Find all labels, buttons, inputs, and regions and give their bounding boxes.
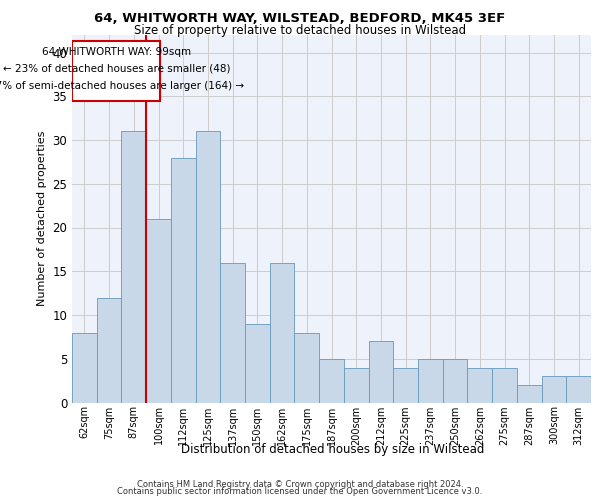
Bar xyxy=(121,132,146,402)
Text: ← 23% of detached houses are smaller (48): ← 23% of detached houses are smaller (48… xyxy=(2,64,230,74)
Text: Distribution of detached houses by size in Wilstead: Distribution of detached houses by size … xyxy=(181,442,485,456)
Bar xyxy=(196,132,220,402)
Bar xyxy=(443,359,467,403)
Bar xyxy=(73,41,160,100)
Bar xyxy=(566,376,591,402)
Y-axis label: Number of detached properties: Number of detached properties xyxy=(37,131,47,306)
Text: Contains public sector information licensed under the Open Government Licence v3: Contains public sector information licen… xyxy=(118,488,482,496)
Bar xyxy=(368,341,393,402)
Bar xyxy=(344,368,368,402)
Bar xyxy=(393,368,418,402)
Bar xyxy=(295,332,319,402)
Text: 64 WHITWORTH WAY: 99sqm: 64 WHITWORTH WAY: 99sqm xyxy=(42,48,191,58)
Bar xyxy=(245,324,270,402)
Bar xyxy=(146,219,171,402)
Bar xyxy=(171,158,196,402)
Bar xyxy=(542,376,566,402)
Bar xyxy=(517,385,542,402)
Bar xyxy=(97,298,121,403)
Bar xyxy=(270,262,295,402)
Text: Contains HM Land Registry data © Crown copyright and database right 2024.: Contains HM Land Registry data © Crown c… xyxy=(137,480,463,489)
Bar xyxy=(492,368,517,402)
Bar xyxy=(418,359,443,403)
Text: 77% of semi-detached houses are larger (164) →: 77% of semi-detached houses are larger (… xyxy=(0,80,244,90)
Bar xyxy=(319,359,344,403)
Text: Size of property relative to detached houses in Wilstead: Size of property relative to detached ho… xyxy=(134,24,466,37)
Bar xyxy=(220,262,245,402)
Bar xyxy=(72,332,97,402)
Bar xyxy=(467,368,492,402)
Text: 64, WHITWORTH WAY, WILSTEAD, BEDFORD, MK45 3EF: 64, WHITWORTH WAY, WILSTEAD, BEDFORD, MK… xyxy=(94,12,506,26)
